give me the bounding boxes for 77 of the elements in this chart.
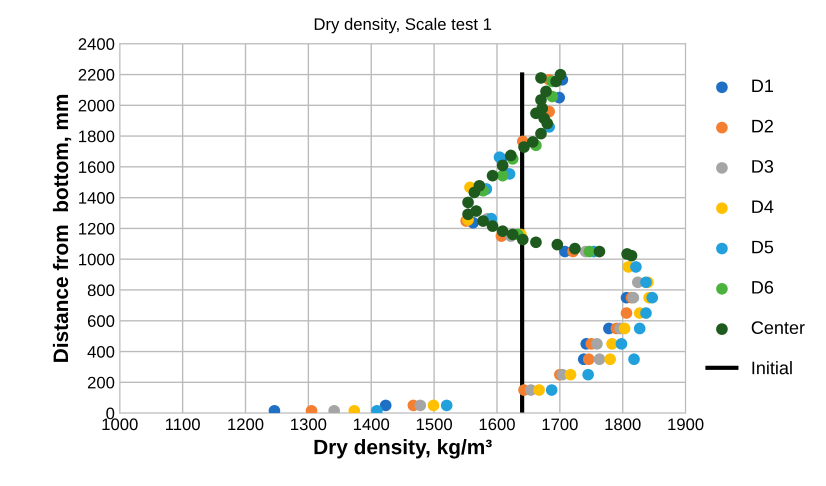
point xyxy=(527,136,539,148)
legend-label: Center xyxy=(752,321,805,334)
point xyxy=(470,205,482,217)
point xyxy=(546,384,558,396)
point xyxy=(486,220,498,232)
point xyxy=(621,248,633,260)
x-tick-label: 1900 xyxy=(668,418,704,430)
y-tick-label: 1000 xyxy=(79,254,114,266)
chart-title: Dry density, Scale test 1 xyxy=(314,18,492,34)
legend-label: Initial xyxy=(752,361,792,374)
legend-label: D1 xyxy=(752,80,774,92)
x-tick-label: 1200 xyxy=(228,418,264,430)
point xyxy=(582,353,595,366)
point xyxy=(462,196,474,208)
y-tick-label: 2400 xyxy=(78,38,114,50)
point xyxy=(414,400,426,412)
x-tick-label: 1400 xyxy=(354,418,390,430)
point xyxy=(646,292,658,304)
y-axis-title: Distance from bottom, mm xyxy=(52,94,72,362)
point xyxy=(564,368,576,380)
point xyxy=(496,160,508,172)
point xyxy=(440,400,452,412)
x-tick-label: 1100 xyxy=(166,418,200,430)
y-tick-label: 1800 xyxy=(79,130,114,142)
point xyxy=(594,353,606,366)
point xyxy=(554,68,566,80)
point xyxy=(616,338,628,350)
y-tick-label: 0 xyxy=(106,408,114,420)
point xyxy=(496,225,508,237)
point xyxy=(516,234,529,246)
point xyxy=(569,242,581,254)
point xyxy=(582,368,594,380)
y-tick-label: 600 xyxy=(88,315,114,327)
point xyxy=(504,150,517,162)
point xyxy=(628,353,640,366)
point xyxy=(594,246,606,258)
x-tick-label: 1300 xyxy=(291,418,326,430)
point xyxy=(428,400,440,412)
point xyxy=(630,261,642,273)
point xyxy=(640,307,652,319)
point xyxy=(518,141,530,153)
point xyxy=(477,215,489,227)
point xyxy=(604,353,616,366)
point xyxy=(533,384,545,396)
point xyxy=(530,236,542,248)
x-axis-title: Dry density, kg/m³ xyxy=(314,439,492,459)
y-tick-label: 1200 xyxy=(79,222,114,235)
point xyxy=(552,238,564,250)
legend-label: D6 xyxy=(752,280,774,294)
point xyxy=(535,72,547,84)
y-tick-label: 400 xyxy=(87,346,114,358)
legend-label: D3 xyxy=(752,160,774,173)
y-tick-label: 800 xyxy=(88,284,114,296)
legend-label: D2 xyxy=(752,120,773,132)
point xyxy=(620,307,632,319)
y-tick-label: 200 xyxy=(88,376,114,389)
x-tick-label: 1700 xyxy=(542,418,578,430)
point xyxy=(591,338,603,350)
x-tick-label: 1500 xyxy=(416,418,452,430)
y-tick-label: 1400 xyxy=(79,192,114,204)
point xyxy=(540,86,552,98)
point xyxy=(618,322,630,334)
y-tick-label: 2000 xyxy=(78,100,114,112)
legend-label: D5 xyxy=(752,240,774,254)
x-tick-label: 1600 xyxy=(480,418,515,430)
point xyxy=(474,180,486,192)
legend-label: D4 xyxy=(752,200,774,213)
y-tick-label: 1600 xyxy=(79,161,114,174)
point xyxy=(634,322,646,334)
point xyxy=(535,94,547,106)
point xyxy=(535,128,547,140)
x-tick-label: 1800 xyxy=(605,418,641,430)
x-tick-label: 1000 xyxy=(102,418,138,430)
point xyxy=(584,246,596,258)
point xyxy=(380,400,392,412)
y-tick-label: 2200 xyxy=(78,68,114,81)
point xyxy=(486,170,498,182)
